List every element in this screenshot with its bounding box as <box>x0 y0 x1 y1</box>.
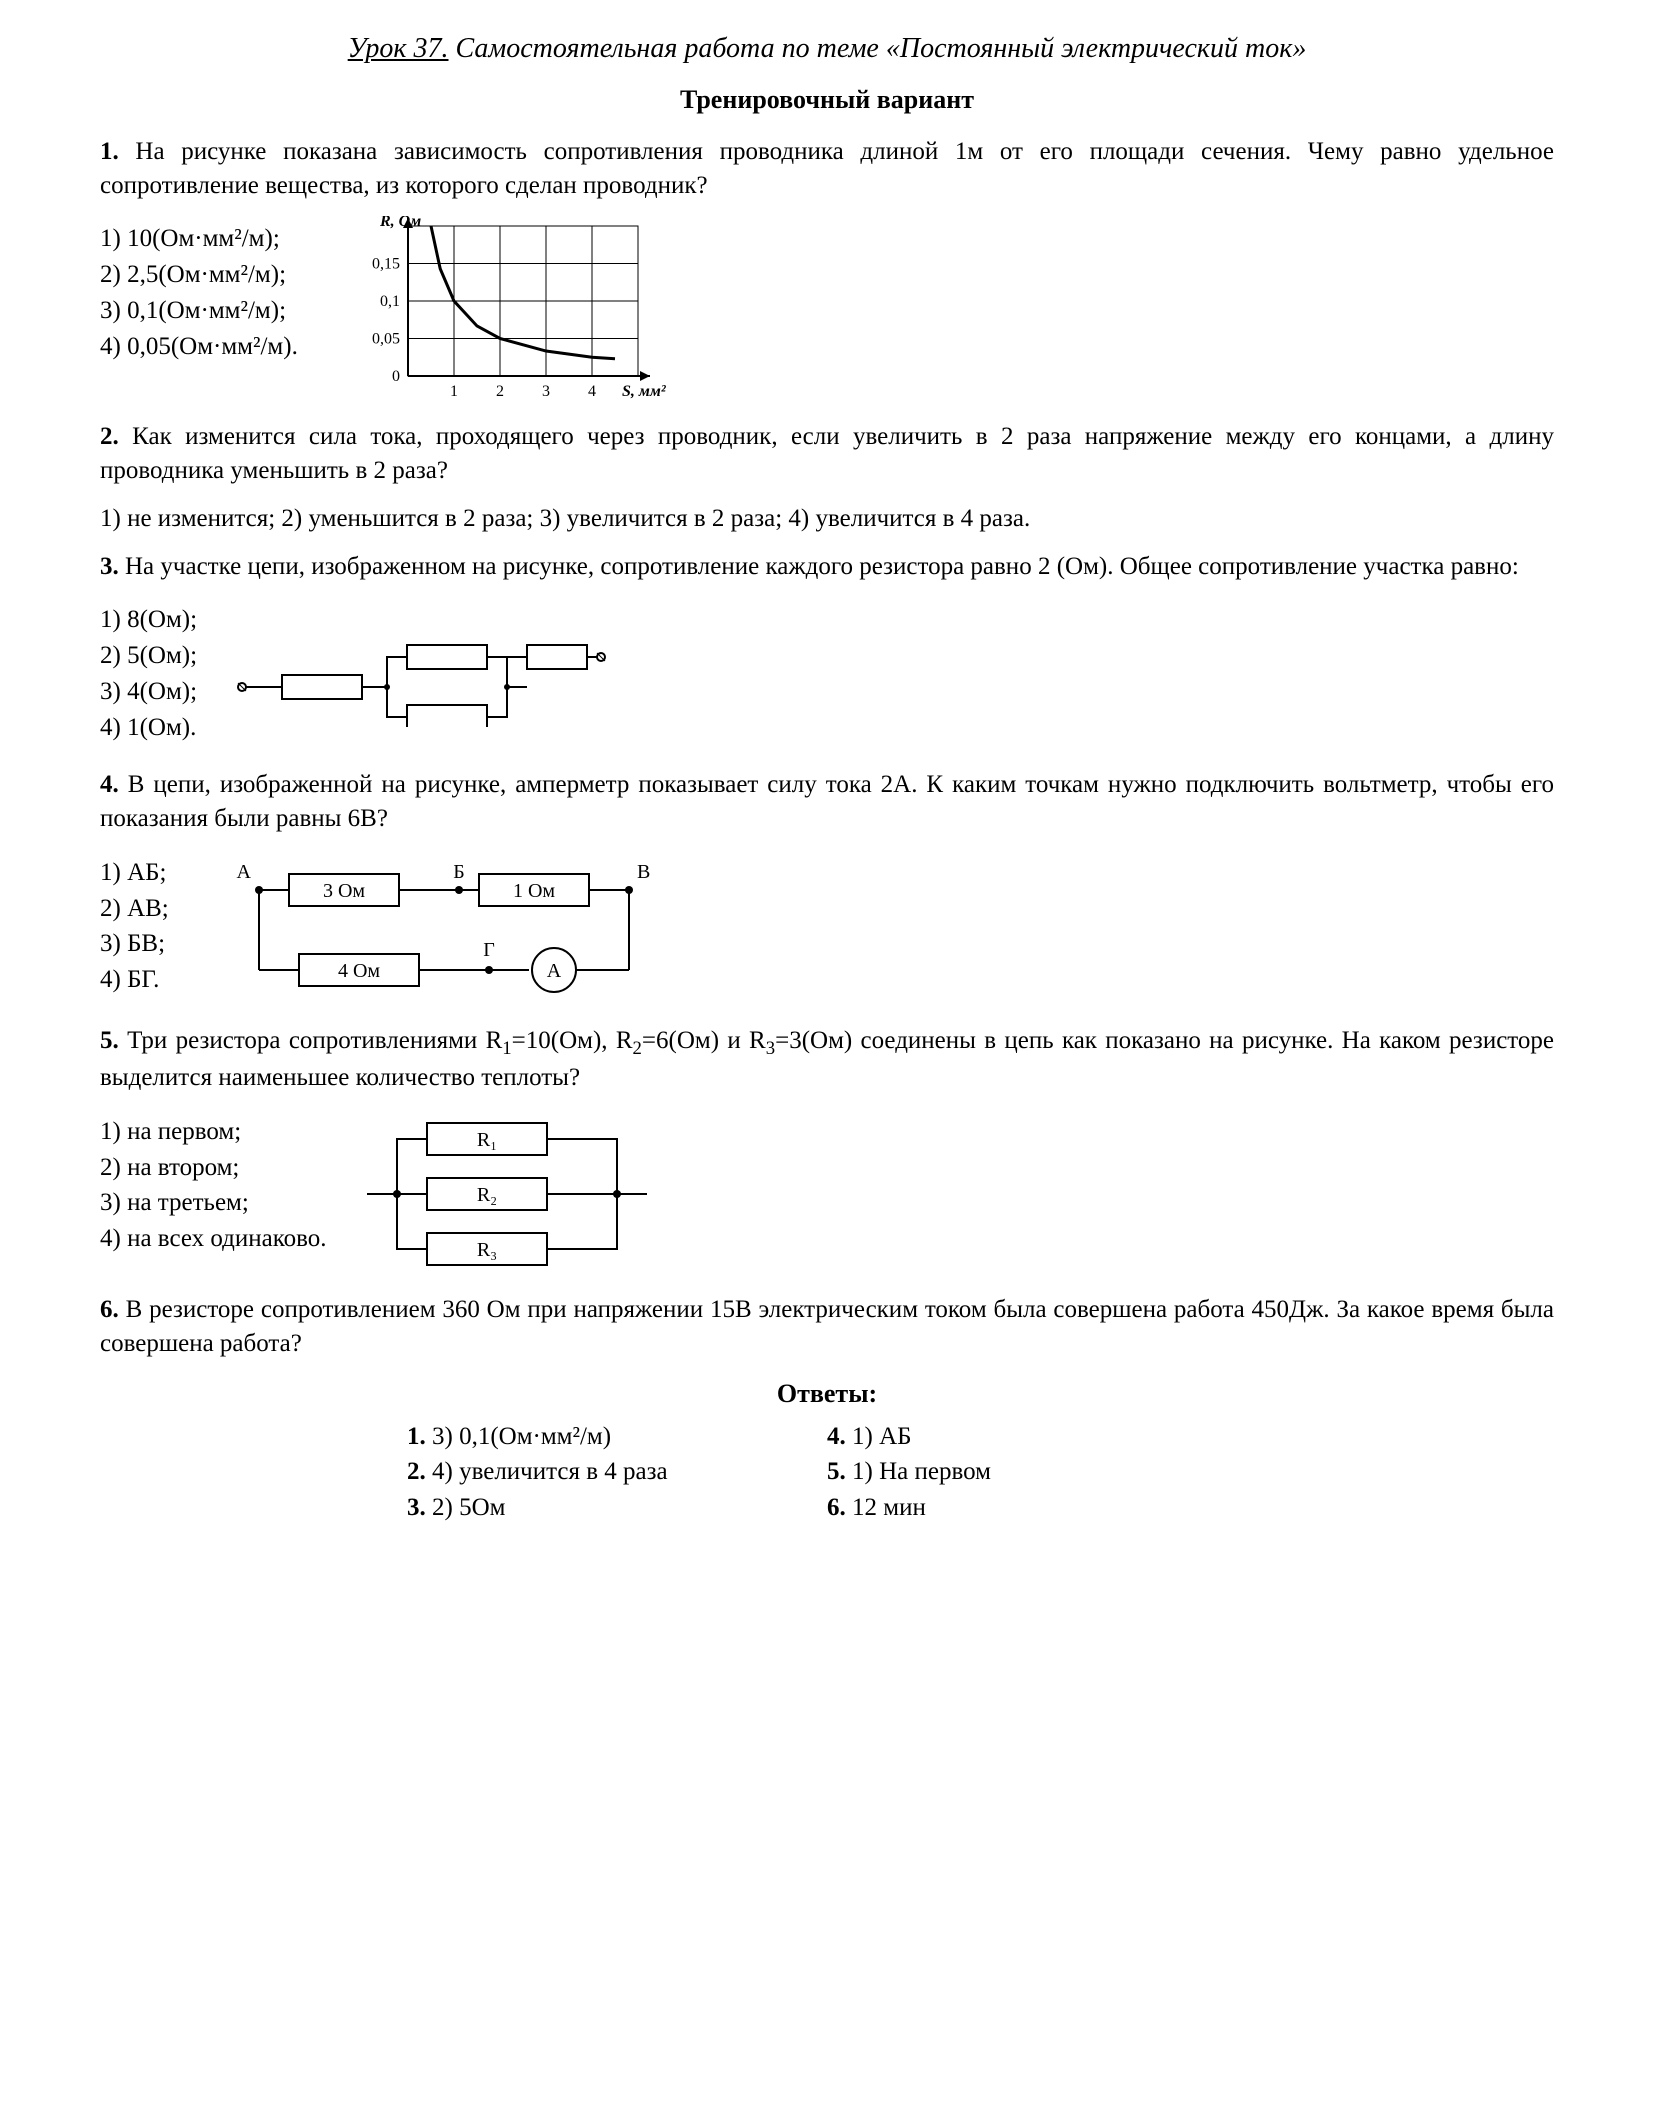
ans-6: 6. 12 мин <box>827 1491 1247 1525</box>
answers-title: Ответы: <box>100 1376 1554 1411</box>
svg-text:2: 2 <box>496 383 504 400</box>
svg-text:R₁: R₁ <box>476 1129 496 1151</box>
q4-row: 1) АБ; 2) АВ; 3) БВ; 4) БГ. А 3 Ом Б 1 Ом В 4… <box>100 850 1554 1010</box>
q3-options: 1) 8(Ом); 2) 5(Ом); 3) 4(Ом); 4) 1(Ом). <box>100 601 197 746</box>
q5-opt-1: 1) на первом; <box>100 1115 327 1149</box>
q6-text: В резисторе сопротивлением 360 Ом при на… <box>100 1296 1554 1357</box>
q5-circuit: R₁ R₂ R₃ <box>357 1109 657 1279</box>
q1-opt-1: 1) 10(Ом·мм²/м); <box>100 222 298 256</box>
q2-options: 1) не изменится; 2) уменьшится в 2 раза;… <box>100 502 1554 536</box>
q1-opt-3: 3) 0,1(Ом·мм²/м); <box>100 294 298 328</box>
ans-4: 4. 1) АБ <box>827 1420 1247 1454</box>
svg-text:4 Ом: 4 Ом <box>338 960 380 982</box>
q5-opt-3: 3) на третьем; <box>100 1186 327 1220</box>
q4-opt-3: 3) БВ; <box>100 927 169 961</box>
svg-text:0: 0 <box>392 368 400 385</box>
q1-chart: 1 2 3 4 0 0,05 0,1 0,15 R, Ом S, мм² <box>328 216 668 406</box>
q5-opt-4: 4) на всех одинаково. <box>100 1222 327 1256</box>
answers-col-2: 4. 1) АБ 5. 1) На первом 6. 12 мин <box>827 1418 1247 1527</box>
q3-opt-3: 3) 4(Ом); <box>100 675 197 709</box>
q5-text: Три резистора сопротивлениями R1=10(Ом),… <box>100 1027 1554 1091</box>
svg-text:0,15: 0,15 <box>372 256 400 273</box>
ans-5: 5. 1) На первом <box>827 1455 1247 1489</box>
q4-text: В цепи, изображенной на рисунке, амперме… <box>100 771 1554 832</box>
svg-text:A: A <box>547 960 562 982</box>
question-2: 2. Как изменится сила тока, проходящего … <box>100 420 1554 488</box>
q4-number: 4. <box>100 771 119 798</box>
lesson-number: Урок 37. <box>348 33 449 64</box>
q3-row: 1) 8(Ом); 2) 5(Ом); 3) 4(Ом); 4) 1(Ом). <box>100 597 1554 754</box>
q4-opt-1: 1) АБ; <box>100 856 169 890</box>
q1-options: 1) 10(Ом·мм²/м); 2) 2,5(Ом·мм²/м); 3) 0,… <box>100 220 298 365</box>
answers-block: 1. 3) 0,1(Ом·мм²/м) 2. 4) увеличится в 4… <box>100 1418 1554 1527</box>
question-5: 5. Три резистора сопротивлениями R1=10(О… <box>100 1024 1554 1095</box>
question-3: 3. На участке цепи, изображенном на рису… <box>100 550 1554 584</box>
svg-text:Г: Г <box>483 939 495 961</box>
q3-opt-2: 2) 5(Ом); <box>100 639 197 673</box>
q2-text: Как изменится сила тока, проходящего чер… <box>100 423 1554 484</box>
variant-subtitle: Тренировочный вариант <box>100 82 1554 117</box>
svg-text:1 Ом: 1 Ом <box>513 880 555 902</box>
answers-col-1: 1. 3) 0,1(Ом·мм²/м) 2. 4) увеличится в 4… <box>407 1418 827 1527</box>
q3-circuit <box>227 617 607 727</box>
svg-text:А: А <box>236 861 251 883</box>
q3-opt-4: 4) 1(Ом). <box>100 711 197 745</box>
svg-text:R, Ом: R, Ом <box>379 216 421 230</box>
svg-text:0,05: 0,05 <box>372 331 400 348</box>
svg-text:3: 3 <box>542 383 550 400</box>
ans-2: 2. 4) увеличится в 4 раза <box>407 1455 827 1489</box>
svg-text:0,1: 0,1 <box>380 293 400 310</box>
q5-row: 1) на первом; 2) на втором; 3) на третье… <box>100 1109 1554 1279</box>
q4-circuit: А 3 Ом Б 1 Ом В 4 Ом Г A <box>199 850 679 1010</box>
q3-number: 3. <box>100 553 119 580</box>
svg-text:1: 1 <box>450 383 458 400</box>
q5-number: 5. <box>100 1027 119 1054</box>
svg-text:R₃: R₃ <box>476 1239 496 1261</box>
q3-opt-1: 1) 8(Ом); <box>100 603 197 637</box>
ans-3: 3. 2) 5Ом <box>407 1491 827 1525</box>
q1-opt-4: 4) 0,05(Ом·мм²/м). <box>100 330 298 364</box>
svg-text:4: 4 <box>588 383 596 400</box>
svg-text:S, мм²: S, мм² <box>622 383 667 400</box>
q4-options: 1) АБ; 2) АВ; 3) БВ; 4) БГ. <box>100 854 169 999</box>
svg-text:3 Ом: 3 Ом <box>323 880 365 902</box>
q3-text: На участке цепи, изображенном на рисунке… <box>119 553 1519 580</box>
q1-number: 1. <box>100 138 119 165</box>
svg-text:R₂: R₂ <box>476 1184 496 1206</box>
q4-opt-2: 2) АВ; <box>100 892 169 926</box>
svg-text:Б: Б <box>453 861 464 883</box>
ans-1: 1. 3) 0,1(Ом·мм²/м) <box>407 1420 827 1454</box>
q2-number: 2. <box>100 423 119 450</box>
q1-opt-2: 2) 2,5(Ом·мм²/м); <box>100 258 298 292</box>
q6-number: 6. <box>100 1296 119 1323</box>
question-6: 6. В резисторе сопротивлением 360 Ом при… <box>100 1293 1554 1361</box>
question-4: 4. В цепи, изображенной на рисунке, ампе… <box>100 768 1554 836</box>
question-1: 1. На рисунке показана зависимость сопро… <box>100 135 1554 203</box>
q1-text: На рисунке показана зависимость сопротив… <box>100 138 1554 199</box>
q5-opt-2: 2) на втором; <box>100 1151 327 1185</box>
q4-opt-4: 4) БГ. <box>100 963 169 997</box>
q1-row: 1) 10(Ом·мм²/м); 2) 2,5(Ом·мм²/м); 3) 0,… <box>100 216 1554 406</box>
lesson-topic: Самостоятельная работа по теме «Постоянн… <box>449 33 1307 64</box>
q5-options: 1) на первом; 2) на втором; 3) на третье… <box>100 1113 327 1258</box>
lesson-title: Урок 37. Самостоятельная работа по теме … <box>100 30 1554 68</box>
svg-text:В: В <box>637 861 650 883</box>
